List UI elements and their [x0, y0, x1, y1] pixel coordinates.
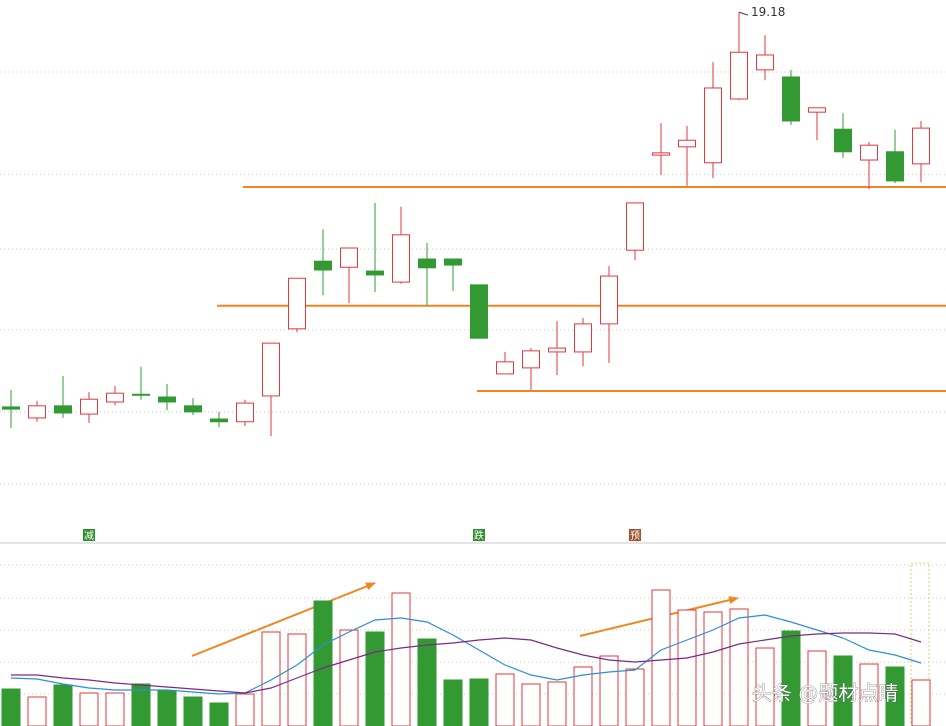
volume-bar: [729, 608, 749, 726]
candle-body: [912, 127, 930, 165]
candle-body: [626, 202, 644, 251]
candle-body: [366, 270, 384, 276]
candle-body: [444, 258, 462, 266]
annotation: 19.18: [751, 5, 785, 19]
volume-bar: [313, 600, 333, 726]
volume-bar: [339, 629, 359, 726]
volume-bar: [495, 673, 515, 726]
candle-body: [210, 418, 228, 423]
volume-bar: [79, 692, 99, 726]
candle-body: [652, 152, 670, 156]
volume-bar: [183, 696, 203, 726]
candle-body: [522, 350, 540, 369]
annotation-pointer: [738, 11, 749, 16]
marker-text: 跌: [474, 529, 484, 542]
watermark: 头条 @题材点睛: [752, 681, 898, 705]
volume-bar: [131, 683, 151, 726]
volume-bar: [703, 611, 723, 726]
marker-box: [629, 529, 641, 541]
candle-body: [782, 76, 800, 122]
volume-bar: [105, 692, 125, 726]
volume-bar: [651, 589, 671, 726]
marker-text: 预: [630, 530, 640, 542]
volume-bar: [599, 655, 619, 726]
volume-bar: [547, 681, 567, 726]
volume-bar: [469, 678, 489, 726]
volume-bar: [365, 631, 385, 726]
volume-bar: [235, 693, 255, 726]
candle-body: [340, 247, 358, 268]
volume-bar: [521, 683, 541, 726]
volume-bar: [781, 630, 801, 726]
candle-body: [808, 107, 826, 113]
volume-bar: [261, 631, 281, 726]
trend-arrow: [191, 582, 376, 657]
candle-body: [262, 342, 280, 397]
volume-bar: [27, 696, 47, 726]
candle-body: [834, 128, 852, 153]
candle-body: [678, 139, 696, 148]
marker-box: [473, 529, 485, 541]
candle-body: [158, 396, 176, 403]
candle-body: [288, 277, 306, 330]
candle-body: [314, 260, 332, 271]
candle-body: [28, 405, 46, 419]
volume-bar: [911, 679, 931, 726]
candle-body: [574, 323, 592, 353]
candle-body: [418, 258, 436, 269]
candle-body: [2, 406, 20, 410]
candle-body: [132, 393, 150, 396]
candle-body: [730, 51, 748, 100]
candle-body: [80, 398, 98, 415]
candle-body: [496, 361, 514, 375]
volume-bar: [859, 663, 879, 726]
volume-bar: [625, 668, 645, 726]
candle-body: [756, 54, 774, 71]
marker-box: [83, 529, 95, 541]
marker-text: 减: [84, 530, 94, 542]
volume-bar: [885, 666, 905, 726]
candle-body: [860, 144, 878, 161]
volume-bar: [573, 666, 593, 726]
volume-bar: [53, 684, 73, 726]
volume-bar: [157, 690, 177, 726]
moving-average-line: [10, 614, 922, 695]
candle-body: [886, 151, 904, 182]
volume-bar: [833, 655, 853, 726]
volume-bar: [417, 638, 437, 726]
candle-body: [600, 275, 618, 325]
candle-body: [704, 87, 722, 164]
volume-bar: [391, 592, 411, 726]
volume-bar: [807, 650, 827, 726]
candle-body: [392, 234, 410, 283]
candle-body: [106, 392, 124, 403]
candle-body: [184, 405, 202, 413]
volume-bar: [677, 609, 697, 726]
volume-bar: [443, 679, 463, 726]
candle-body: [470, 284, 488, 339]
moving-average-line: [11, 632, 922, 694]
volume-bar: [755, 647, 775, 726]
candle-body: [236, 402, 254, 423]
volume-bar: [209, 702, 229, 726]
candle-body: [548, 347, 566, 353]
volume-bar: [287, 633, 307, 726]
candle-body: [54, 405, 72, 414]
volume-bar: [1, 688, 21, 726]
plot: 19.18 减 跌 预: [0, 5, 946, 726]
